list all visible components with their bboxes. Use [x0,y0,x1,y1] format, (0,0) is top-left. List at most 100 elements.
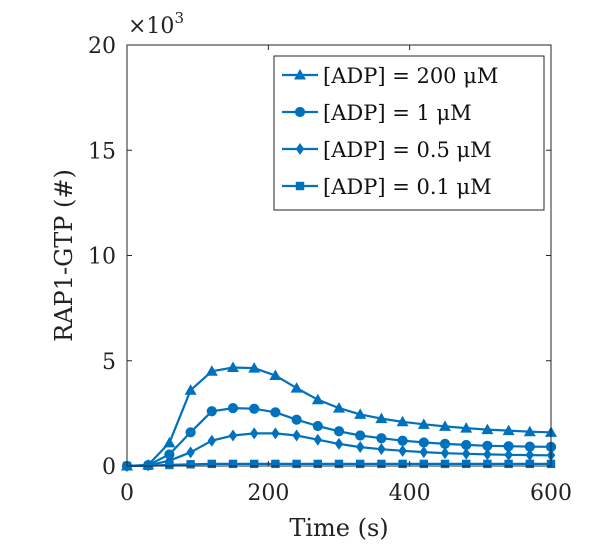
data-point [524,441,535,452]
data-point [419,459,428,469]
data-point [439,438,451,449]
data-point [419,446,428,459]
data-point [356,441,365,454]
x-axis-title: Time (s) [289,514,388,542]
axis-layer: 0 200 400 600 0 5 10 15 20 ×103 Time (s) RAP1-GTP (… [50,9,572,542]
y-axis-title: RAP1-GTP (#) [50,169,78,342]
data-point [375,412,388,424]
y-tick-label: 5 [102,350,116,375]
legend-box [273,55,545,211]
data-point [355,430,366,441]
data-point [227,361,239,372]
y-multiplier: ×103 [128,9,184,39]
data-point [186,446,195,459]
data-point [377,443,386,456]
legend-label: [ADP] = 0.1 μM [323,175,492,199]
legend-marker [295,143,305,155]
data-point [483,459,492,469]
data-point [205,365,218,376]
legend-marker [295,181,305,191]
data-point [271,459,280,469]
legend-item-3: [ADP] = 0.5 μM [282,138,492,162]
legend-label: [ADP] = 200 μM [323,64,498,88]
y-tick-label: 0 [102,455,116,480]
data-point [502,424,515,436]
data-point [291,414,302,425]
data-point [207,434,216,447]
data-point [396,415,409,427]
data-point [418,437,429,448]
legend-item-2: [ADP] = 1 μM [282,101,472,125]
data-point [313,459,322,469]
data-point [164,449,175,460]
data-point [398,459,407,469]
data-point [185,427,196,438]
legend-item-4: [ADP] = 0.1 μM [282,175,492,199]
data-point [311,393,324,405]
data-point [377,459,386,469]
data-point [313,433,322,446]
data-point [482,440,493,451]
data-point [312,420,323,432]
data-point [462,447,471,460]
data-point [333,402,345,413]
data-point [334,459,344,469]
data-point [462,459,471,469]
data-point [334,437,344,450]
data-point [356,459,365,469]
legend-marker [294,106,306,118]
y-tick-label: 10 [88,245,116,270]
data-point [290,382,303,393]
data-point [417,418,430,429]
data-point [228,429,238,442]
x-tick-label: 400 [389,481,431,506]
legend-item-1: [ADP] = 200 μM [282,64,498,88]
series-4 [122,459,556,471]
data-point [227,403,239,414]
data-point [460,422,473,433]
data-point [398,444,407,457]
data-point [354,408,367,419]
data-point [461,439,472,451]
data-point [292,429,301,442]
data-point [504,459,513,469]
data-point [250,459,259,469]
data-point [206,406,217,417]
data-point [376,433,387,444]
data-point [228,459,238,469]
x-tick-label: 200 [247,481,289,506]
data-point [165,460,174,470]
data-point [250,427,259,440]
series-3 [122,427,556,472]
legend-marker [294,69,306,80]
x-tick-label: 0 [120,481,134,506]
y-multiplier-exponent: 3 [174,9,184,27]
data-point [523,425,536,437]
data-point [397,435,408,446]
data-point [292,459,301,469]
data-point [184,384,197,395]
x-tick-label: 600 [530,481,572,506]
data-point [333,426,345,437]
legend-label: [ADP] = 1 μM [323,101,472,125]
data-point [525,459,534,469]
data-point [248,362,261,373]
y-tick-label: 15 [88,139,116,164]
data-point [439,420,451,431]
data-point [440,447,450,460]
y-tick-label: 20 [88,34,116,59]
data-point [483,448,492,461]
data-point [271,427,280,440]
data-point [269,369,282,380]
data-point [249,403,260,414]
y-multiplier-base: ×10 [128,14,174,39]
data-point [207,459,216,469]
legend: [ADP] = 200 μM [ADP] = 1 μM [ADP] = 0.5 μM… [273,55,545,211]
data-point [270,407,281,418]
data-point [440,459,450,469]
data-point [525,449,534,462]
data-point [186,460,195,469]
data-point [481,423,494,435]
data-point [503,441,514,452]
